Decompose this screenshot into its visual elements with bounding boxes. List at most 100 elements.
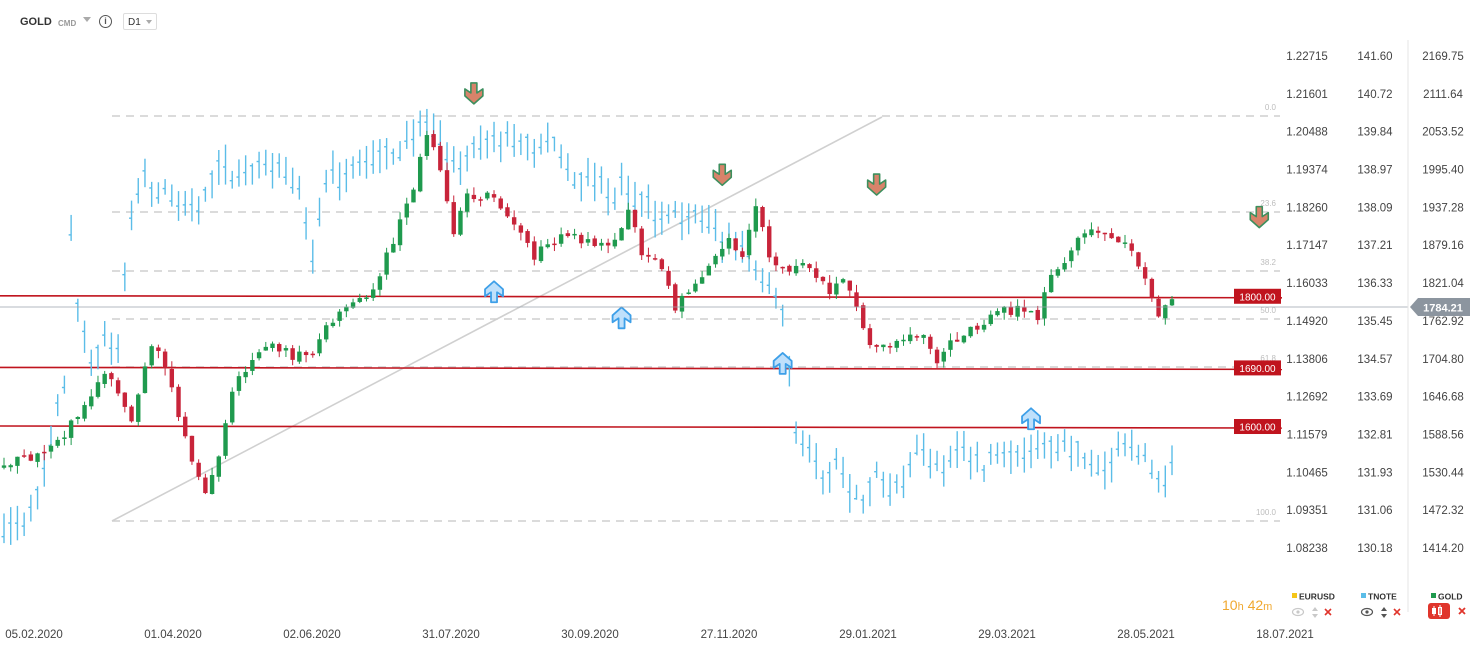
symbol-label[interactable]: GOLD: [20, 16, 52, 28]
legend-item-eurusd[interactable]: EURUSD: [1291, 592, 1335, 619]
candle-body: [699, 277, 705, 284]
candle-body: [619, 228, 624, 241]
candle-body: [149, 346, 154, 366]
price-axis-tick: 141.60: [1357, 51, 1392, 63]
candle-body: [881, 344, 886, 348]
candle-body: [1129, 243, 1134, 251]
remove-icon[interactable]: [1458, 607, 1466, 615]
candlestick-icon: [1432, 605, 1442, 617]
candle-body: [62, 437, 67, 439]
candle-body: [800, 262, 806, 266]
price-axis-tick: 1.09351: [1286, 505, 1328, 517]
candle-body: [102, 373, 107, 384]
date-axis-tick: 01.04.2020: [144, 629, 202, 641]
candle-body: [626, 209, 631, 230]
candle-body: [1109, 233, 1114, 239]
price-axis-tick: 132.81: [1357, 429, 1392, 441]
candle-body: [639, 228, 644, 256]
candle-body: [693, 283, 698, 292]
sell-signal-icon: [1249, 205, 1270, 229]
price-axis-tick: 1937.28: [1422, 202, 1464, 214]
candle-body: [1069, 250, 1074, 262]
horizontal-levels[interactable]: 1800.00 1690.00 1600.00: [0, 288, 1283, 435]
signal-arrow-shape: [772, 351, 793, 375]
candle-body: [8, 465, 13, 468]
candle-body: [840, 279, 846, 283]
remove-icon[interactable]: [1393, 608, 1401, 616]
price-level-line[interactable]: [0, 366, 1283, 371]
candle-body: [827, 282, 832, 295]
price-axis-tick: 2169.75: [1422, 51, 1464, 63]
price-level-line[interactable]: [0, 294, 1283, 299]
candle-body: [1035, 309, 1040, 321]
candle-body: [176, 386, 181, 418]
price-level-value: 1690.00: [1239, 364, 1276, 375]
candle-body: [908, 334, 913, 342]
visibility-eye-icon[interactable]: [1360, 607, 1374, 617]
candle-body: [183, 416, 188, 437]
fibonacci-retracement: 0.0 23.6 38.2 50.0 61.8 100.0: [112, 103, 1280, 522]
candle-body: [793, 265, 799, 274]
candle-body: [391, 243, 396, 253]
signal-arrow-shape: [712, 163, 733, 187]
candle-body: [733, 238, 738, 251]
candle-body: [189, 435, 195, 462]
legend-item-gold[interactable]: GOLD: [1428, 592, 1466, 620]
fib-trend-line[interactable]: [111, 116, 883, 522]
candle-body: [552, 243, 557, 246]
sort-arrows-icon[interactable]: [1381, 607, 1387, 618]
symbol-dropdown-icon[interactable]: [83, 17, 91, 22]
candle-body: [948, 340, 953, 350]
price-level-tag[interactable]: [1234, 419, 1281, 435]
candle-body: [1149, 278, 1155, 298]
price-axes[interactable]: 1.22715 1.21601 1.20488 1.19374 1.18260 1.171…: [1286, 51, 1464, 555]
price-level-tag[interactable]: [1234, 360, 1281, 376]
price-level-value: 1600.00: [1239, 423, 1276, 434]
fib-level-label: 38.2: [1260, 258, 1276, 267]
remove-icon[interactable]: [1324, 608, 1332, 616]
candle-body: [1015, 305, 1020, 317]
visibility-eye-icon[interactable]: [1291, 607, 1305, 617]
candle-body: [216, 456, 222, 477]
candle-body: [572, 233, 577, 236]
candle-body: [1089, 229, 1094, 236]
candle-body: [223, 423, 228, 456]
legend[interactable]: EURUSD TNOTE GOLD: [1291, 592, 1466, 620]
info-icon[interactable]: i: [99, 15, 112, 28]
price-level-value: 1800.00: [1239, 292, 1276, 303]
date-axis-tick: 05.02.2020: [5, 629, 63, 641]
candle-body: [1156, 298, 1161, 317]
price-axis-tick: 1.14920: [1286, 316, 1328, 328]
candle-body: [344, 306, 349, 312]
candle-body: [471, 194, 477, 200]
tnote-overlay-series: [1, 108, 1173, 545]
candle-body: [1, 465, 7, 468]
candle-body: [887, 345, 893, 348]
price-axis-tick: 1879.16: [1422, 240, 1464, 252]
date-axis-tick: 27.11.2020: [701, 629, 758, 641]
price-level-line[interactable]: [0, 425, 1283, 429]
candle-body: [303, 352, 309, 356]
candle-body: [1075, 237, 1081, 251]
price-level-tag[interactable]: [1234, 288, 1281, 304]
price-axis-tick: 139.84: [1357, 127, 1393, 139]
candle-body: [310, 353, 315, 356]
buy-signal-icon: [1021, 407, 1041, 431]
candle-body: [458, 210, 463, 235]
timeframe-select[interactable]: D1: [123, 13, 157, 30]
candle-body: [1116, 236, 1121, 243]
price-axis-tick: 138.09: [1357, 202, 1392, 214]
candle-body: [532, 241, 537, 260]
candle-body: [491, 194, 497, 198]
legend-item-tnote[interactable]: TNOTE: [1360, 592, 1401, 619]
legend-label: GOLD: [1438, 592, 1463, 602]
candle-body: [558, 234, 564, 244]
price-axis-tick: 134.57: [1357, 354, 1392, 366]
candle-body: [350, 302, 356, 308]
price-axis-tick: 1414.20: [1422, 543, 1464, 555]
price-axis-tick: 136.33: [1357, 278, 1392, 290]
candle-body: [820, 276, 826, 282]
sort-arrows-icon[interactable]: [1312, 607, 1318, 618]
candle-body: [330, 322, 336, 327]
